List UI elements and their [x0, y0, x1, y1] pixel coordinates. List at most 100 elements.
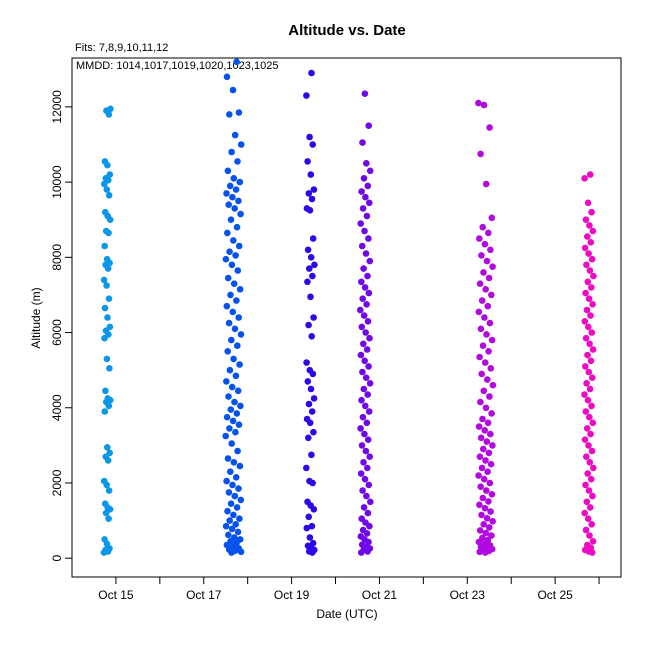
data-point [358, 442, 366, 449]
data-point [588, 255, 596, 263]
data-point [477, 398, 484, 406]
data-point [586, 532, 593, 539]
data-point [478, 464, 486, 472]
data-point [586, 459, 594, 466]
data-point [488, 291, 495, 299]
y-tick-label: 12000 [50, 90, 64, 124]
data-point [306, 366, 314, 374]
data-point [233, 504, 241, 511]
plot-frame [71, 57, 622, 578]
data-point [582, 526, 590, 534]
data-point [476, 453, 484, 461]
date-annotation: MMDD: 1014,1017,1019,1020,1023,1025 [76, 60, 278, 72]
data-point [237, 141, 245, 148]
data-point [477, 434, 485, 442]
data-point [232, 428, 239, 436]
y-axis-label: Altitude (m) [29, 287, 43, 348]
data-point [232, 372, 240, 380]
data-point [480, 101, 488, 109]
data-point [364, 182, 372, 190]
data-point [303, 205, 311, 212]
data-point [489, 263, 496, 271]
data-point [357, 425, 364, 432]
data-point [225, 531, 232, 539]
data-point [223, 73, 231, 81]
data-point [303, 359, 310, 366]
data-point [103, 255, 111, 263]
data-point [100, 477, 108, 485]
data-point [307, 385, 315, 393]
data-point [488, 491, 496, 498]
data-point [236, 515, 243, 522]
data-point [361, 90, 369, 97]
data-point [588, 521, 595, 528]
data-point [236, 361, 243, 368]
x-tick-label: Oct 21 [362, 588, 398, 602]
data-point [224, 167, 232, 175]
data-point [362, 447, 370, 455]
data-point [235, 545, 243, 552]
data-point [480, 269, 487, 276]
data-point [303, 415, 311, 423]
data-point [364, 391, 372, 398]
data-point [484, 468, 491, 476]
data-point [234, 528, 242, 536]
data-point [222, 432, 229, 440]
data-point [233, 223, 241, 231]
data-point [475, 99, 482, 107]
data-point [223, 190, 230, 197]
data-point [488, 410, 495, 417]
data-point [359, 526, 367, 534]
data-point [223, 477, 230, 485]
data-point [484, 376, 491, 383]
data-point [223, 302, 231, 310]
data-point [360, 459, 367, 466]
data-point [102, 208, 109, 216]
data-point [479, 342, 487, 350]
data-point [363, 301, 370, 308]
data-point [359, 413, 367, 421]
data-point [229, 193, 236, 201]
data-point [475, 423, 483, 430]
data-point [480, 445, 487, 453]
data-point [360, 175, 368, 182]
data-point [235, 485, 242, 492]
data-point [582, 289, 589, 297]
data-point [480, 475, 488, 483]
data-point [487, 365, 495, 372]
data-point [583, 453, 590, 461]
data-point [308, 195, 316, 203]
data-point [229, 86, 237, 94]
data-point [585, 250, 592, 257]
data-point [484, 419, 492, 427]
data-point [103, 355, 111, 363]
data-point [304, 278, 311, 286]
data-point [586, 267, 594, 274]
data-point [101, 408, 109, 415]
data-point [226, 182, 234, 190]
data-point [361, 357, 369, 365]
data-point [230, 459, 238, 466]
data-point [231, 131, 239, 139]
data-point [362, 374, 370, 382]
data-point [364, 509, 372, 517]
data-point [234, 342, 241, 350]
data-point [478, 511, 485, 519]
data-point [358, 188, 365, 195]
data-point [587, 357, 595, 365]
data-point [581, 436, 589, 444]
data-point [358, 323, 366, 331]
x-tick-label: Oct 25 [537, 588, 573, 602]
data-point [232, 521, 239, 528]
data-point [357, 351, 365, 359]
data-point [231, 325, 239, 333]
data-point [310, 428, 317, 436]
x-tick-label: Oct 23 [450, 588, 486, 602]
chart-title: Altitude vs. Date [288, 22, 406, 39]
data-point [365, 235, 372, 242]
data-point [361, 284, 369, 291]
data-point [581, 244, 589, 252]
x-tick-label: Oct 17 [186, 588, 222, 602]
y-tick-label: 4000 [50, 394, 64, 421]
